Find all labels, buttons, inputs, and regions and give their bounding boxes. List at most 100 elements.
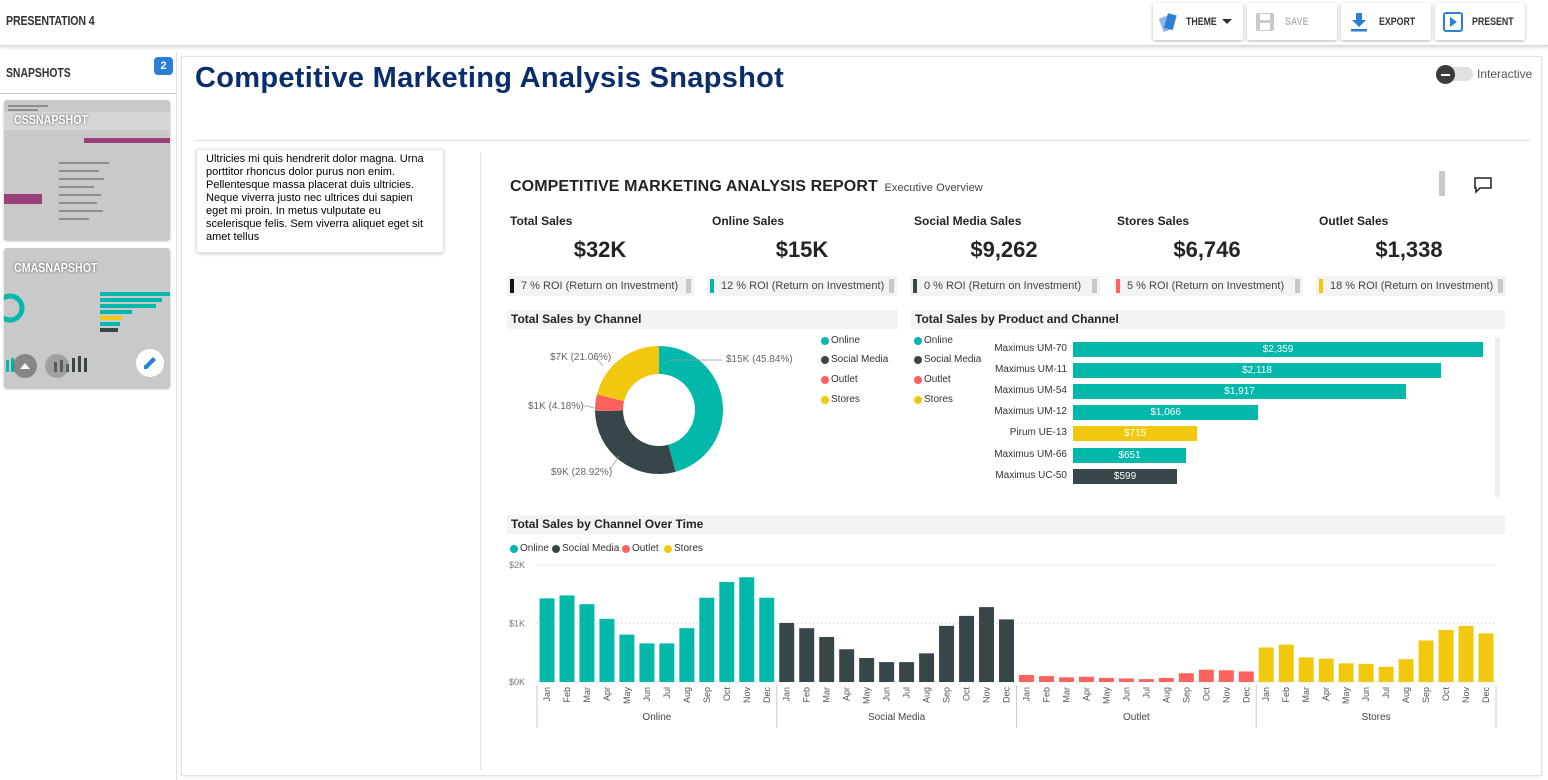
month-tick-label: Apr: [842, 687, 852, 701]
product-bar[interactable]: $2,118: [1073, 363, 1442, 379]
toggle-switch[interactable]: [1436, 65, 1473, 84]
legend-social-media[interactable]: Social Media: [821, 354, 888, 365]
column-bar: [1318, 658, 1334, 682]
column-bar: [839, 649, 855, 682]
roi-end-bar: [889, 279, 894, 293]
legend-online[interactable]: Online: [821, 335, 860, 346]
snapshot-thumbnail-2[interactable]: CMASNAPSHOT: [4, 248, 170, 388]
column-bar: [679, 628, 695, 682]
month-tick-label: Jan: [542, 687, 552, 702]
export-button[interactable]: EXPORT: [1341, 3, 1431, 40]
donut-chart: [595, 346, 723, 474]
month-tick-label: Jul: [1381, 687, 1391, 699]
legend-social-media[interactable]: Social Media: [552, 543, 619, 554]
month-tick-label: Apr: [1321, 687, 1331, 701]
theme-button[interactable]: THEME: [1153, 3, 1243, 40]
up-arrow-icon[interactable]: [12, 353, 38, 379]
text-note[interactable]: Ultricies mi quis hendrerit dolor magna.…: [196, 149, 444, 253]
legend-stores[interactable]: Stores: [664, 543, 703, 554]
legend-stores[interactable]: Stores: [821, 394, 860, 405]
snapshot-label-2: CMASNAPSHOT: [14, 260, 98, 275]
column-bar: [1078, 676, 1094, 682]
roi-text: 7 % ROI (Return on Investment): [521, 280, 679, 292]
group-label: Social Media: [868, 712, 926, 723]
product-bar-chart: Maximus UM-70 $2,359 Maximus UM-11 $2,118 Ma…: [481, 152, 1531, 512]
present-button[interactable]: PRESENT: [1435, 3, 1525, 40]
donut-slice-online[interactable]: [659, 346, 723, 472]
month-tick-label: Mar: [1301, 687, 1311, 703]
presentation-title: PRESENTATION 4: [6, 13, 95, 28]
column-bar: [1038, 676, 1054, 682]
move-icon[interactable]: [44, 353, 70, 379]
legend-text: Online: [520, 543, 549, 554]
month-tick-label: Jun: [1361, 687, 1371, 702]
column-bar: [579, 604, 595, 682]
comment-icon[interactable]: [1473, 176, 1493, 194]
product-chart-scrollbar[interactable]: [1495, 337, 1500, 497]
month-tick-label: Sep: [702, 687, 712, 703]
kpi-label: Total Sales: [510, 214, 573, 228]
month-tick-label: Sep: [942, 687, 952, 703]
kpi-label: Outlet Sales: [1319, 214, 1389, 228]
legend-text: Social Media: [831, 354, 889, 365]
month-tick-label: Oct: [1201, 687, 1211, 702]
product-bar[interactable]: $1,066: [1073, 405, 1259, 421]
group-label: Stores: [1362, 712, 1391, 723]
legend-outlet[interactable]: Outlet: [821, 374, 858, 385]
column-bar: [639, 643, 655, 682]
snapshot-thumbnail-1[interactable]: CSSNAPSHOT: [4, 100, 170, 240]
pie-label-online: $15K (45.84%): [726, 354, 793, 365]
legend-online[interactable]: Online: [510, 543, 549, 554]
roi-marker: [913, 279, 917, 293]
month-tick-label: Feb: [802, 687, 812, 703]
edit-pencil-icon[interactable]: [135, 348, 165, 378]
legend-stores[interactable]: Stores: [914, 394, 953, 405]
legend-text: Stores: [674, 543, 703, 554]
legend-text: Online: [924, 335, 953, 346]
column-bar: [779, 622, 795, 682]
donut-slice-social-media[interactable]: [595, 410, 676, 474]
month-tick-label: Nov: [1461, 687, 1471, 704]
column-bar: [959, 615, 975, 682]
product-bar[interactable]: $1,917: [1073, 384, 1407, 400]
month-tick-label: Jan: [1261, 687, 1271, 702]
report-visual: COMPETITIVE MARKETING ANALYSIS REPORT Ex…: [480, 152, 1530, 770]
roi-end-bar: [686, 279, 691, 293]
month-tick-label: May: [1341, 687, 1351, 705]
month-tick-label: Aug: [1401, 687, 1411, 703]
legend-text: Social Media: [924, 354, 982, 365]
legend-outlet[interactable]: Outlet: [622, 543, 659, 554]
month-tick-label: Jan: [782, 687, 792, 702]
donut-slice-stores[interactable]: [596, 346, 659, 402]
column-bar: [939, 625, 955, 682]
month-tick-label: Mar: [582, 687, 592, 703]
legend-outlet[interactable]: Outlet: [914, 374, 951, 385]
roi-end-bar: [1498, 279, 1503, 293]
snapshot-preview-1: [4, 100, 170, 240]
column-bar: [1118, 678, 1134, 682]
save-button[interactable]: SAVE: [1247, 3, 1337, 40]
toggle-knob: [1436, 65, 1455, 84]
kpi-online-sales: Online Sales $15K: [712, 214, 907, 262]
interactive-toggle[interactable]: Interactive: [1436, 65, 1532, 84]
column-bar: [919, 653, 935, 682]
month-tick-label: Oct: [1441, 687, 1451, 702]
column-bar: [1338, 663, 1354, 682]
legend-social-media[interactable]: Social Media: [914, 354, 981, 365]
product-bar[interactable]: $2,359: [1073, 342, 1483, 357]
kpi-stores-sales: Stores Sales $6,746: [1117, 214, 1312, 262]
product-bar[interactable]: $599: [1073, 468, 1178, 484]
column-bar: [1198, 669, 1214, 682]
product-bar[interactable]: $651: [1073, 447, 1187, 463]
column-bar: [1158, 677, 1174, 682]
donut-slice-outlet[interactable]: [595, 394, 625, 411]
report-accent-bar: [1439, 171, 1445, 196]
save-label: SAVE: [1285, 15, 1309, 28]
pie-label-stores: $7K (21.06%): [550, 352, 612, 363]
legend-online[interactable]: Online: [914, 335, 953, 346]
snapshot-label-1: CSSNAPSHOT: [14, 112, 89, 127]
product-bar[interactable]: $715: [1073, 426, 1198, 442]
title-divider: [195, 140, 1530, 141]
product-label: Maximus UM-70: [994, 343, 1067, 354]
chevron-down-icon[interactable]: [1221, 18, 1233, 26]
